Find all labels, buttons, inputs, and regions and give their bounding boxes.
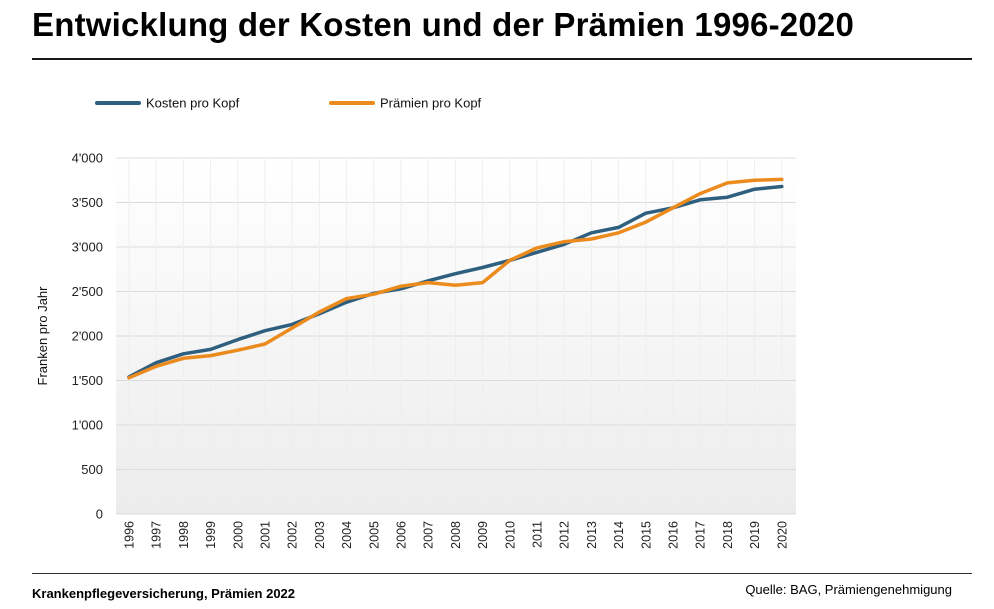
y-axis: 0 500 1'000 1'500 2'000 2'500 3'000 3'500 4'000 [72, 151, 103, 522]
x-tick-label: 2009 [476, 521, 490, 549]
footer-divider [32, 573, 972, 574]
y-tick-label: 0 [96, 507, 103, 522]
y-axis-label: Franken pro Jahr [35, 286, 50, 386]
y-tick-label: 2'500 [72, 284, 103, 299]
legend-label: Kosten pro Kopf [146, 96, 240, 111]
x-tick-label: 2004 [340, 521, 354, 549]
source-note: Quelle: BAG, Prämiengenehmigung [745, 582, 952, 597]
legend: Kosten pro Kopf Prämien pro Kopf [95, 96, 482, 111]
y-tick-label: 3'000 [72, 240, 103, 255]
x-axis: 1996 1997 1998 1999 2000 2001 2002 2003 2004 2005… [123, 521, 790, 549]
y-tick-label: 4'000 [72, 151, 103, 166]
x-tick-label: 2006 [395, 521, 409, 549]
x-tick-label: 1997 [150, 521, 164, 549]
x-tick-label: 2000 [231, 521, 245, 549]
footer-note: Krankenpflegeversicherung, Prämien 2022 [32, 586, 296, 601]
x-tick-label: 1996 [123, 521, 137, 549]
x-tick-label: 2005 [367, 521, 381, 549]
x-tick-label: 2007 [422, 521, 436, 549]
x-tick-label: 2019 [748, 521, 762, 549]
page-title: Entwicklung der Kosten und der Prämien 1… [32, 6, 855, 43]
series-line-praemien [127, 177, 784, 380]
x-tick-label: 2017 [694, 521, 708, 549]
x-tick-label: 2012 [558, 521, 572, 549]
x-tick-label: 2001 [259, 521, 273, 549]
x-tick-label: 2011 [531, 521, 545, 548]
legend-label: Prämien pro Kopf [380, 96, 482, 111]
x-tick-label: 2010 [503, 521, 517, 549]
grid-lines [116, 157, 796, 515]
x-tick-label: 2018 [721, 521, 735, 549]
y-tick-label: 1'500 [72, 373, 103, 388]
x-tick-label: 2002 [286, 521, 300, 549]
y-tick-label: 2'000 [72, 329, 103, 344]
title-divider [32, 58, 972, 60]
x-tick-label: 2003 [313, 521, 327, 549]
y-tick-label: 3'500 [72, 195, 103, 210]
x-tick-label: 2008 [449, 521, 463, 549]
y-tick-label: 1'000 [72, 418, 103, 433]
x-tick-label: 2015 [639, 521, 653, 549]
x-tick-label: 2020 [775, 521, 789, 549]
series-lines [127, 177, 784, 380]
x-tick-label: 1998 [177, 521, 191, 549]
x-tick-label: 1999 [204, 521, 218, 549]
x-tick-label: 2014 [612, 521, 626, 549]
x-tick-label: 2016 [667, 521, 681, 549]
y-tick-label: 500 [81, 462, 103, 477]
x-tick-label: 2013 [585, 521, 599, 549]
